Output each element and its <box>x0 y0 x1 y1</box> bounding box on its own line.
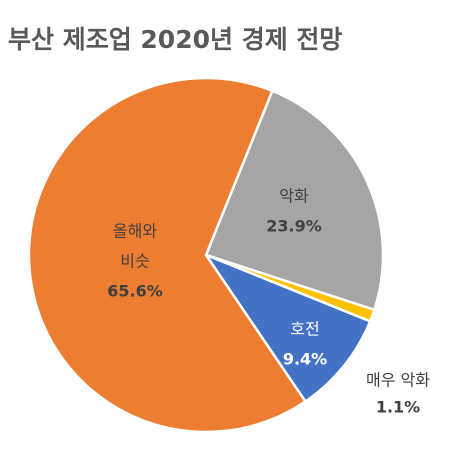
chart-title: 부산 제조업 2020년 경제 전망 <box>8 25 343 54</box>
pie-slice-3 <box>27 76 308 434</box>
slice-label-2-line-0: 호전 <box>290 320 319 339</box>
slice-value-label-1: 1.1% <box>376 398 420 417</box>
pie-slice-2 <box>202 252 372 404</box>
slice-label-0-line-0: 악화 <box>279 187 309 206</box>
slice-value-label-2: 9.4% <box>283 350 327 369</box>
slice-value-label-3: 65.6% <box>107 282 163 301</box>
slice-value-label-0: 23.9% <box>266 217 322 236</box>
slice-label-3-line-0: 올해와 <box>113 222 157 241</box>
slice-label-1-line-0: 매우 악화 <box>366 371 430 390</box>
slice-label-3-line-1: 비슷 <box>120 252 149 271</box>
pie-slices <box>27 76 385 434</box>
